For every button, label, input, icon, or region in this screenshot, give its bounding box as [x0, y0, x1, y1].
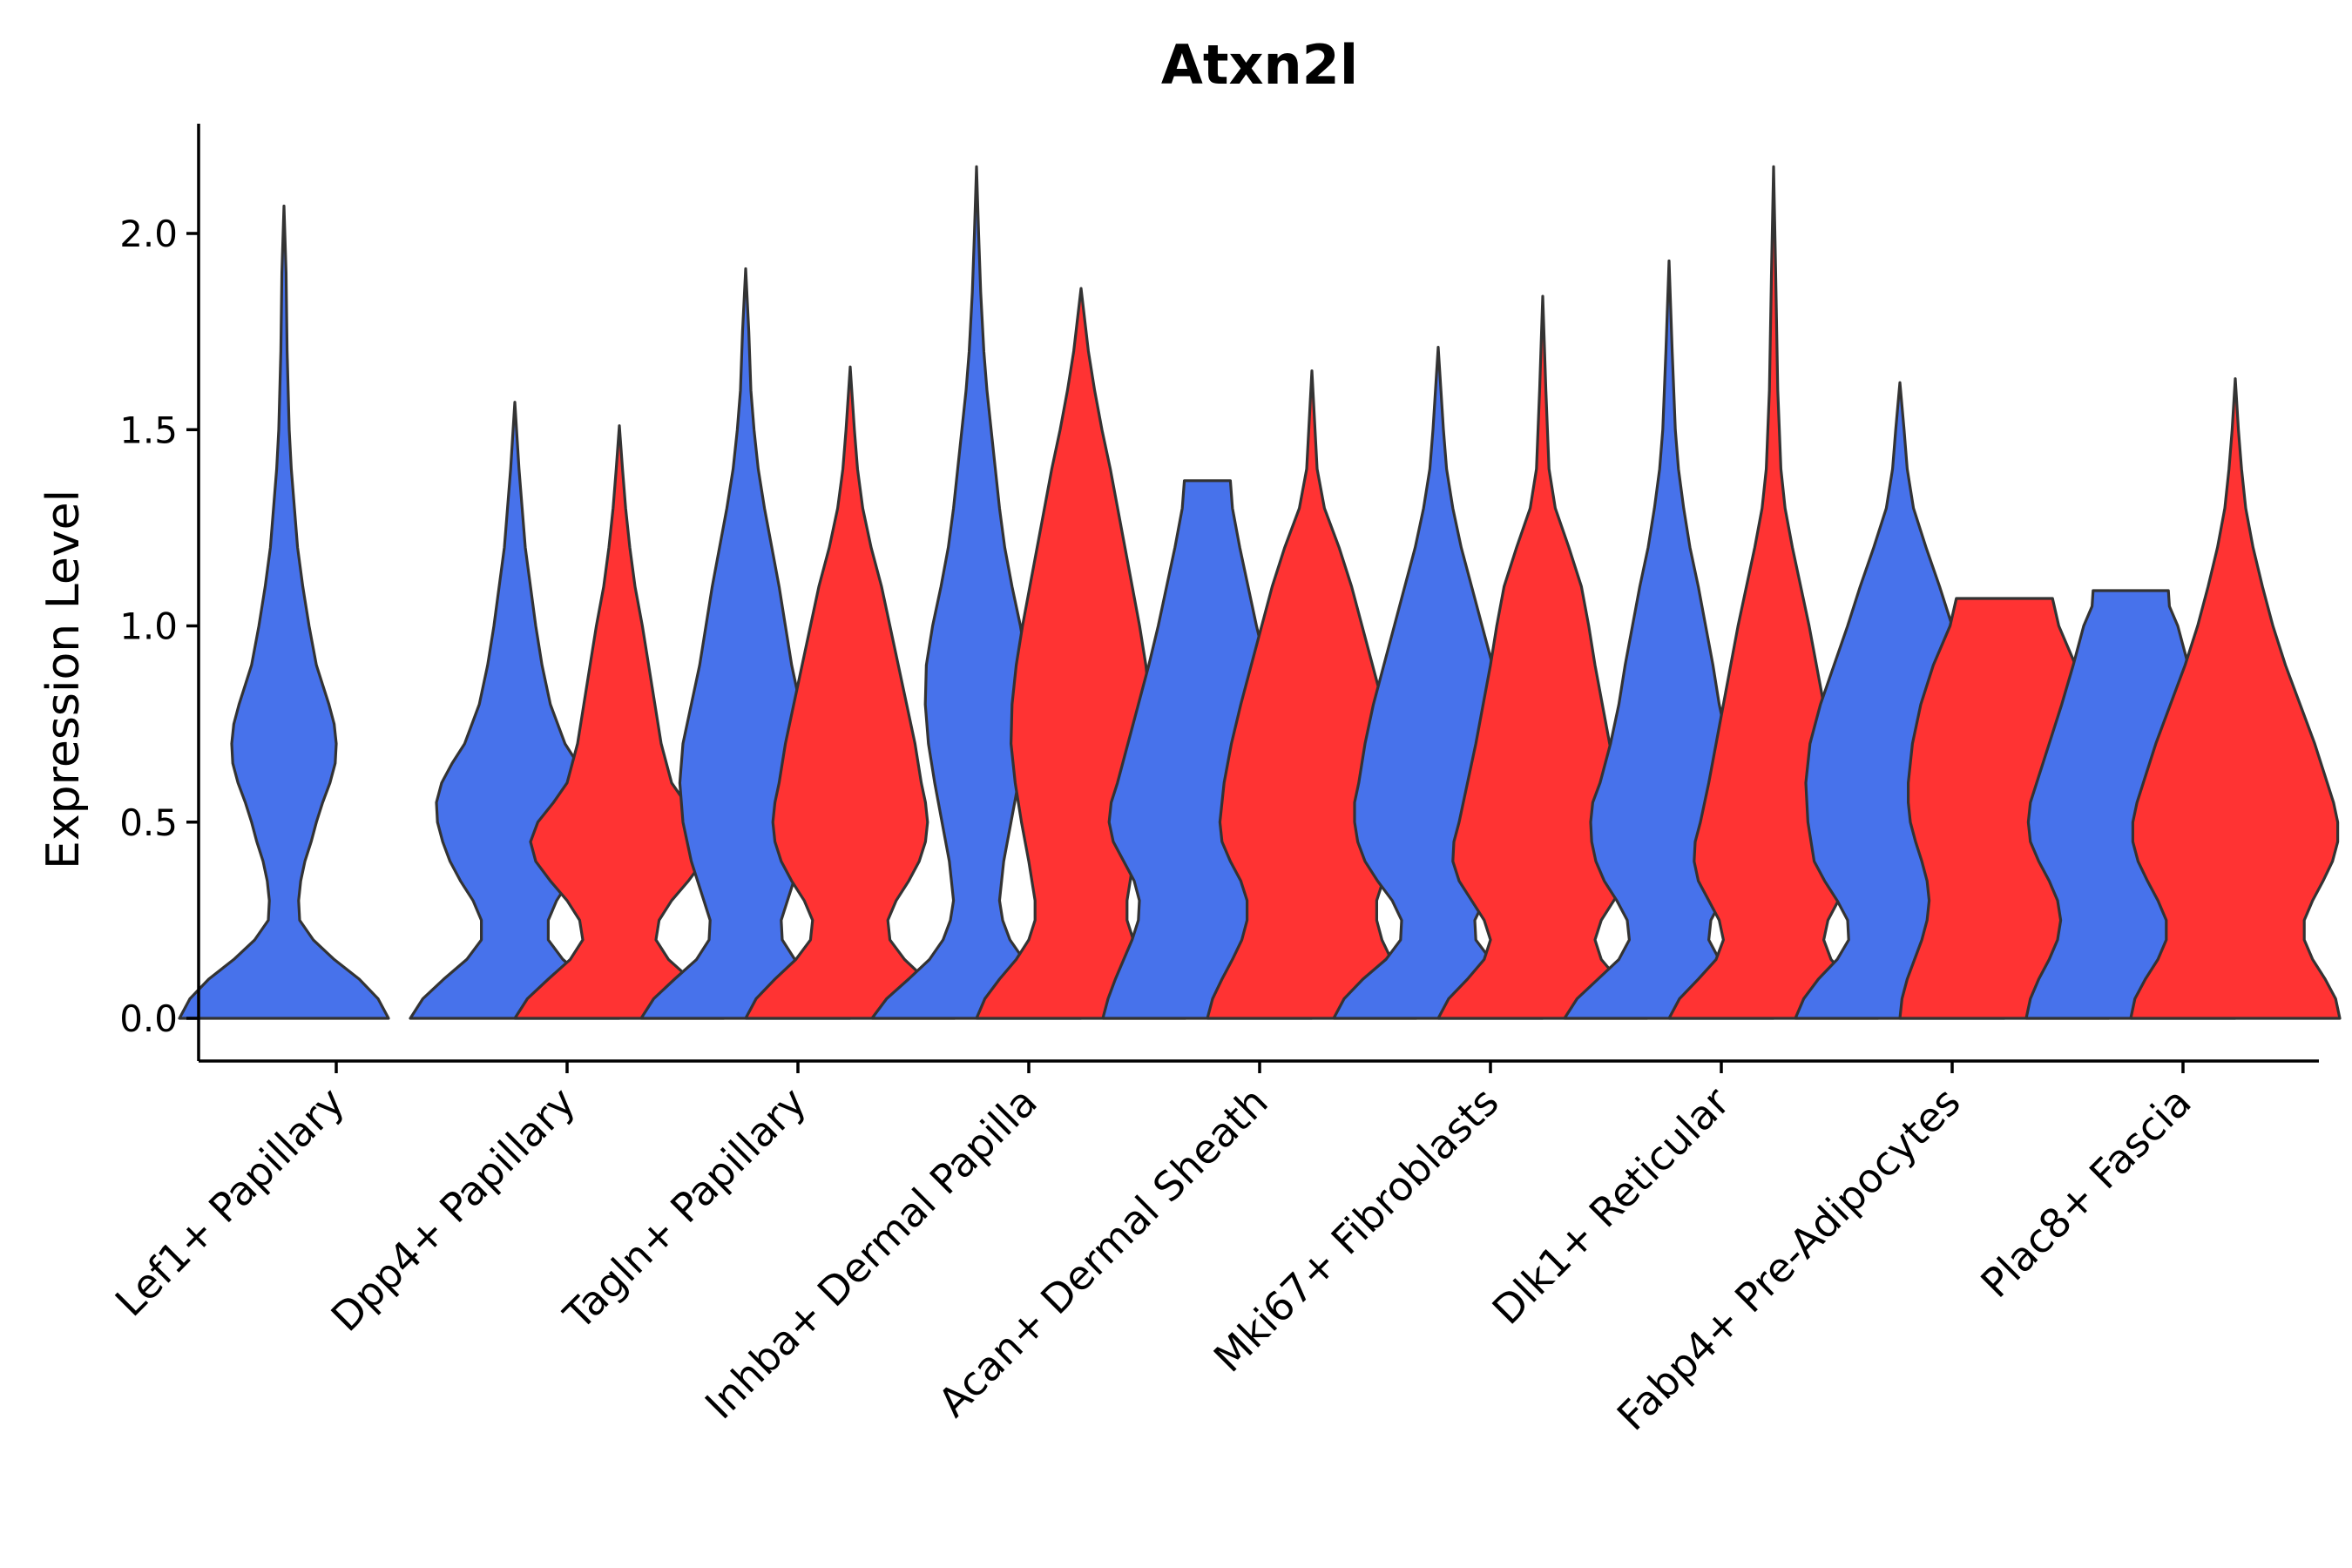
violin-red-2	[744, 365, 956, 1020]
y-axis-label: Expression Level	[37, 490, 90, 869]
y-tick-label: 0.0	[119, 997, 178, 1040]
violin-blue-3	[870, 165, 1083, 1020]
y-tick-label: 0.5	[119, 801, 178, 844]
violin-series	[178, 165, 2342, 1020]
x-tick-label: Lef1+ Papillary	[106, 1078, 354, 1326]
y-tick-label: 2.0	[119, 213, 178, 255]
y-tick-label: 1.5	[119, 409, 178, 451]
x-tick-label: Plac8+ Fascia	[1971, 1078, 2200, 1307]
chart-title: Atxn2l	[1161, 33, 1358, 97]
x-tick-label: Dpp4+ Papillary	[322, 1078, 585, 1341]
violin-red-8	[2129, 377, 2342, 1020]
y-tick-label: 1.0	[119, 605, 178, 648]
violin-red-1	[513, 424, 726, 1020]
violin-blue-0	[178, 204, 390, 1020]
y-axis: 0.0 0.5 1.0 1.5 2.0	[119, 124, 200, 1061]
x-tick-label: Dlk1+ Reticular	[1484, 1078, 1739, 1334]
x-tick-label: Tagln+ Papillary	[554, 1078, 815, 1340]
